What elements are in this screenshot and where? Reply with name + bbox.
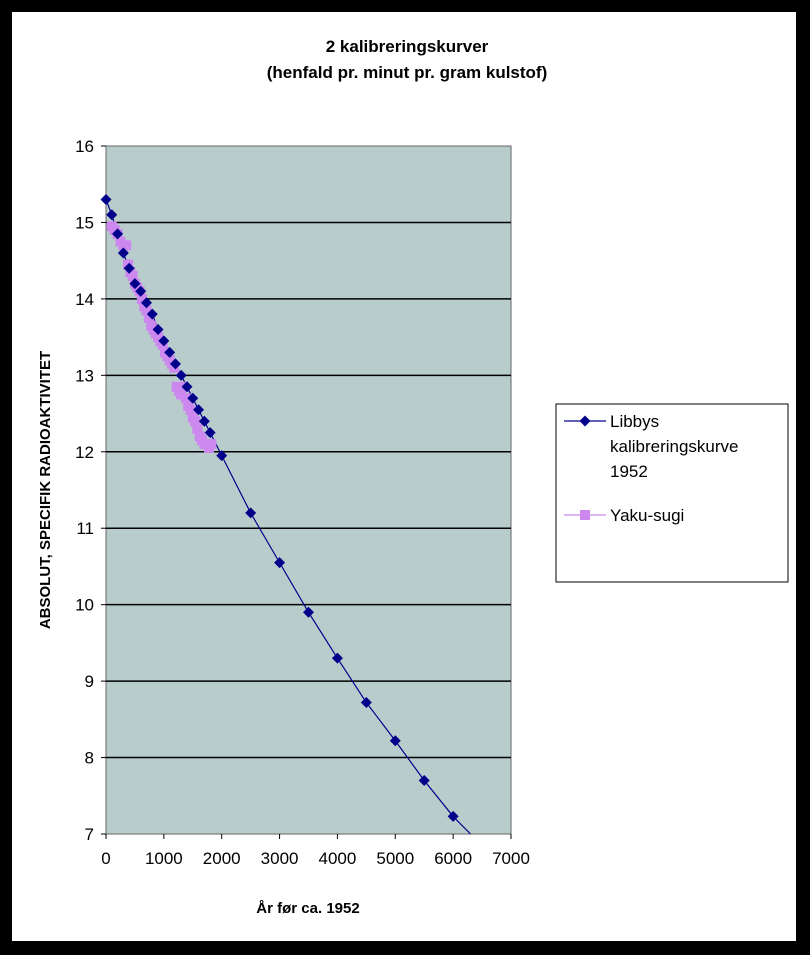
data-point bbox=[175, 369, 187, 381]
x-tick-label: 3000 bbox=[261, 849, 299, 868]
data-point bbox=[185, 404, 196, 415]
y-tick-label: 12 bbox=[75, 443, 94, 462]
data-point bbox=[141, 305, 152, 316]
legend-label: Libbys bbox=[610, 412, 659, 431]
series-markers bbox=[100, 194, 459, 822]
y-tick-label: 8 bbox=[85, 749, 94, 768]
y-axis-title: ABSOLUT, SPECIFIK RADIOAKTIVITET bbox=[37, 351, 54, 629]
data-point bbox=[121, 240, 132, 251]
legend-label: Yaku-sugi bbox=[610, 506, 684, 525]
y-tick-label: 16 bbox=[75, 137, 94, 156]
x-axis-title: År før ca. 1952 bbox=[256, 900, 359, 917]
legend-swatch-marker bbox=[579, 415, 591, 427]
x-tick-label: 2000 bbox=[203, 849, 241, 868]
data-point bbox=[143, 313, 154, 323]
data-point bbox=[389, 735, 401, 747]
data-point bbox=[245, 507, 257, 519]
data-point bbox=[135, 285, 147, 297]
chart: 2 kalibreringskurver (henfald pr. minut … bbox=[37, 37, 789, 917]
x-tick-label: 5000 bbox=[376, 849, 414, 868]
legend-swatch-marker bbox=[580, 510, 590, 520]
data-point bbox=[204, 427, 216, 439]
data-point bbox=[447, 810, 459, 822]
data-point bbox=[192, 423, 203, 434]
legend-label: kalibreringskurve bbox=[610, 437, 739, 456]
data-point bbox=[187, 392, 199, 404]
data-point bbox=[193, 404, 205, 416]
chart-frame: 2 kalibreringskurver (henfald pr. minut … bbox=[12, 12, 796, 941]
legend-label: 1952 bbox=[610, 462, 648, 481]
x-tick-label: 1000 bbox=[145, 849, 183, 868]
x-tick-label: 0 bbox=[101, 849, 110, 868]
x-tick-label: 4000 bbox=[319, 849, 357, 868]
data-point bbox=[418, 774, 430, 786]
data-point bbox=[303, 606, 314, 618]
y-tick-label: 14 bbox=[75, 290, 94, 309]
data-point bbox=[141, 297, 152, 309]
data-point bbox=[331, 652, 343, 664]
data-point bbox=[158, 335, 170, 347]
y-tick-label: 11 bbox=[76, 519, 94, 538]
y-tick-label: 9 bbox=[85, 672, 94, 691]
data-point bbox=[169, 358, 181, 370]
x-tick-label: 7000 bbox=[492, 849, 530, 868]
legend-items: Libbys kalibreringskurve 1952 Yaku-sugi bbox=[564, 412, 739, 525]
data-point bbox=[112, 228, 124, 240]
data-point bbox=[360, 697, 372, 709]
legend-box bbox=[555, 403, 789, 583]
y-tick-label: 15 bbox=[75, 213, 94, 232]
data-point bbox=[127, 270, 138, 281]
y-tick-label: 10 bbox=[75, 596, 94, 615]
data-point bbox=[274, 557, 286, 569]
data-point bbox=[190, 416, 201, 427]
data-point bbox=[206, 439, 217, 450]
data-point bbox=[106, 209, 118, 221]
x-tick-label: 6000 bbox=[434, 849, 472, 868]
data-point bbox=[123, 262, 135, 274]
chart-subtitle: (henfald pr. minut pr. gram kulstof) bbox=[267, 63, 548, 82]
data-point bbox=[216, 450, 228, 462]
data-point bbox=[181, 381, 193, 393]
data-point bbox=[117, 247, 129, 259]
data-point bbox=[146, 308, 158, 320]
data-point bbox=[180, 393, 191, 404]
data-point bbox=[100, 194, 112, 206]
data-point bbox=[129, 278, 141, 290]
legend: Libbys kalibreringskurve 1952 Yaku-sugi bbox=[555, 403, 789, 583]
data-point bbox=[136, 293, 147, 304]
y-tick-label: 7 bbox=[85, 825, 94, 844]
y-tick-label: 13 bbox=[75, 366, 94, 385]
data-point bbox=[152, 323, 164, 335]
data-point bbox=[164, 346, 176, 358]
axis-ticks: 7 8 9 10 11 12 13 14 15 16 0 1000 2000 3000 4000 5000 60… bbox=[75, 137, 530, 868]
gridlines bbox=[106, 221, 511, 759]
data-point bbox=[198, 415, 210, 427]
chart-title: 2 kalibreringskurver bbox=[326, 37, 489, 56]
plot-area bbox=[105, 145, 512, 835]
